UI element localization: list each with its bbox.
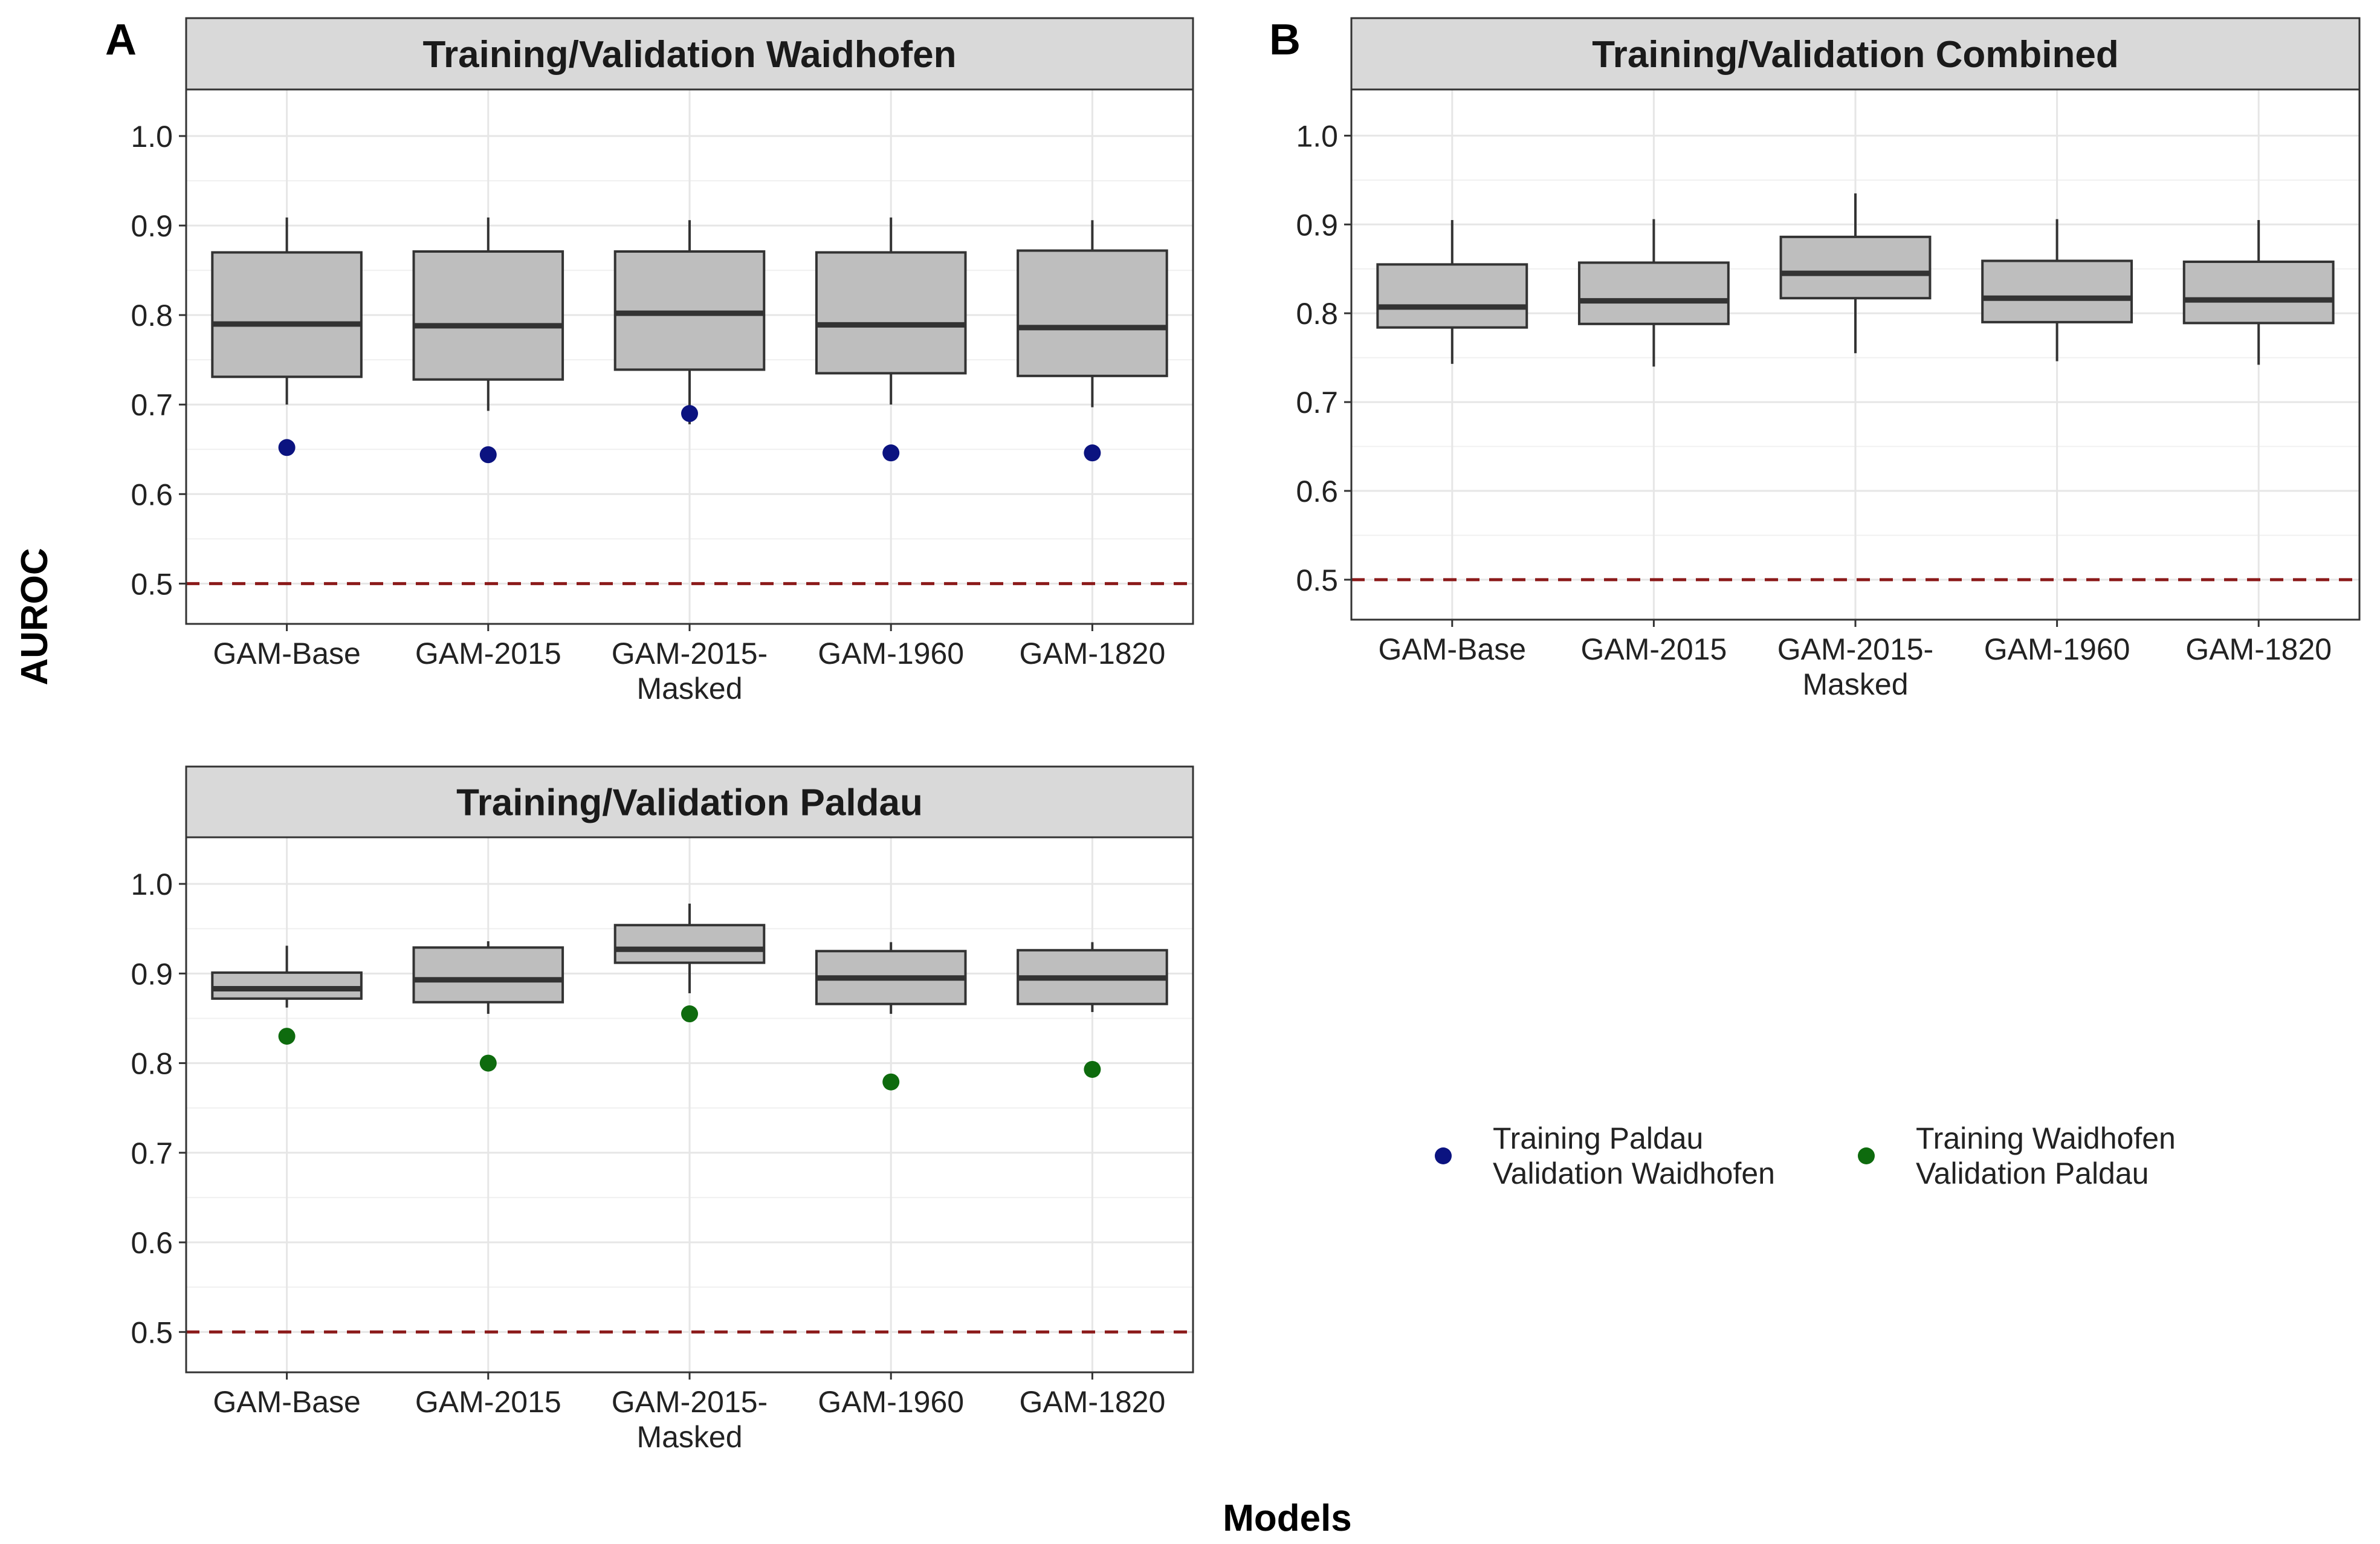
- x-axis-title: Models: [1223, 1497, 1352, 1539]
- panel-waidhofen: A Training/Validation Waidhofen 0.5 0.6 0.7 0…: [105, 16, 1194, 706]
- x-tick-label: GAM-Base: [1379, 632, 1527, 666]
- y-tick-label: 0.7: [131, 1137, 173, 1170]
- validation-point: [681, 1005, 698, 1023]
- y-tick-label: 0.8: [1296, 297, 1338, 331]
- x-tick-label: GAM-2015-: [612, 1385, 768, 1419]
- box: [211, 971, 363, 1000]
- y-tick-label: 0.7: [131, 388, 173, 422]
- y-tick-label: 0.8: [131, 299, 173, 332]
- x-tick-label-line2: Masked: [636, 672, 742, 706]
- box: [412, 250, 564, 381]
- legend: Training Paldau Validation Waidhofen Tra…: [1435, 1121, 2176, 1190]
- x-tick-label: GAM-1960: [818, 1385, 964, 1419]
- y-tick-label: 0.7: [1296, 386, 1338, 420]
- y-tick-label: 0.5: [1296, 563, 1338, 597]
- validation-point: [681, 405, 698, 423]
- box: [1981, 259, 2133, 323]
- y-tick-label: 0.5: [131, 567, 173, 601]
- y-tick-label: 0.6: [1296, 475, 1338, 508]
- validation-point: [1084, 1060, 1101, 1078]
- box: [1779, 235, 1932, 300]
- y-tick-label: 0.9: [1296, 208, 1338, 242]
- box: [412, 946, 564, 1004]
- box: [1017, 249, 1168, 377]
- x-tick-label-line2: Masked: [636, 1420, 742, 1454]
- validation-point: [882, 444, 900, 462]
- x-tick-label: GAM-Base: [213, 1385, 361, 1419]
- legend-entry-paldau-waidhofen: Training Paldau Validation Waidhofen: [1435, 1121, 1775, 1190]
- x-tick-label: GAM-2015-: [1777, 632, 1933, 666]
- box: [1376, 263, 1528, 329]
- y-tick-label: 0.9: [131, 957, 173, 991]
- x-tick-label: GAM-1960: [818, 637, 964, 670]
- y-tick-label: 1.0: [1296, 119, 1338, 153]
- x-tick-label: GAM-2015: [415, 1385, 561, 1419]
- y-tick-label: 0.9: [131, 209, 173, 243]
- legend-label-line2: Validation Paldau: [1916, 1156, 2149, 1190]
- x-tick-label: GAM-1960: [1984, 632, 2130, 666]
- facet-strip: [1350, 17, 2361, 91]
- facet-title: Training/Validation Waidhofen: [423, 34, 957, 76]
- validation-point: [479, 446, 497, 464]
- y-tick-label: 0.8: [131, 1047, 173, 1081]
- validation-point: [1084, 444, 1101, 462]
- legend-label-line2: Validation Waidhofen: [1493, 1156, 1775, 1190]
- box: [2182, 260, 2335, 325]
- panel-letter: A: [105, 16, 137, 64]
- y-tick-label: 1.0: [131, 868, 173, 901]
- box: [1577, 261, 1730, 325]
- validation-point: [278, 439, 296, 456]
- panel-paldau: Training/Validation Paldau 0.5 0.6 0.7 0.8 0.…: [131, 765, 1194, 1454]
- box: [613, 924, 766, 964]
- y-tick-label: 1.0: [131, 120, 173, 154]
- legend-label-line1: Training Paldau: [1493, 1121, 1703, 1155]
- box: [815, 251, 967, 375]
- legend-swatch-blue: [1435, 1147, 1452, 1164]
- legend-swatch-green: [1858, 1147, 1875, 1164]
- y-axis-title: AUROC: [14, 548, 56, 685]
- facet-strip: [185, 765, 1194, 838]
- x-tick-label: GAM-1820: [1020, 1385, 1166, 1419]
- y-tick-label: 0.6: [131, 478, 173, 511]
- facet-title: Training/Validation Combined: [1592, 34, 2119, 76]
- validation-point: [278, 1028, 296, 1045]
- facet-title: Training/Validation Paldau: [456, 782, 923, 824]
- validation-point: [882, 1073, 900, 1091]
- facet-strip: [185, 17, 1194, 91]
- panel-letter: B: [1269, 16, 1301, 64]
- legend-label-line1: Training Waidhofen: [1916, 1121, 2176, 1155]
- x-tick-label: GAM-2015-: [612, 637, 768, 670]
- y-tick-label: 0.5: [131, 1315, 173, 1349]
- validation-point: [479, 1054, 497, 1072]
- box: [211, 251, 363, 378]
- panel-combined: B Training/Validation Combined 0.5 0.6 0.7 0.…: [1269, 16, 2361, 701]
- x-tick-label: GAM-1820: [1020, 637, 1166, 670]
- legend-entry-waidhofen-paldau: Training Waidhofen Validation Paldau: [1858, 1121, 2176, 1190]
- x-tick-label: GAM-2015: [415, 637, 561, 670]
- x-tick-label: GAM-Base: [213, 637, 361, 670]
- x-tick-label-line2: Masked: [1802, 667, 1908, 701]
- x-tick-label: GAM-1820: [2185, 632, 2332, 666]
- x-tick-label: GAM-2015: [1581, 632, 1727, 666]
- y-tick-label: 0.6: [131, 1226, 173, 1260]
